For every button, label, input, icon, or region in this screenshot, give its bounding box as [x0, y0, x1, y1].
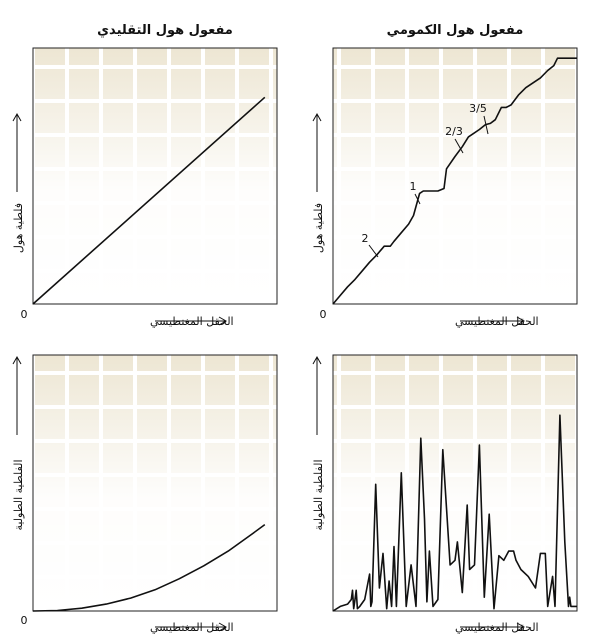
plateau-label-3-5: 3/5 [469, 102, 487, 115]
y-axis-arrow [12, 112, 22, 192]
x-axis-arrow [155, 316, 228, 326]
plateau-label-1: 1 [410, 180, 417, 193]
panel-quantum-longitudinal-voltage: الحقل المغنطيسي الفلطية الطولية [312, 354, 578, 634]
y-axis-label: الفلطية الطولية [12, 459, 25, 530]
panel-classical-hall-voltage: مفعول هول التقليدي 0 الحقل المغنطيسي فلط… [12, 23, 278, 328]
y-axis-arrow [312, 355, 322, 435]
panel-quantum-hall-voltage: مفعول هول الكمومي 0 الحقل المغنطيسي فلطي… [312, 23, 578, 328]
origin-label: 0 [320, 308, 327, 321]
plateau-label-2-3: 2/3 [445, 125, 463, 138]
y-axis-label: فلطية هول [12, 203, 25, 253]
y-axis-label: فلطية هول [312, 203, 325, 253]
y-axis-arrow [312, 112, 322, 192]
classical-longitudinal-voltage-curve [32, 523, 266, 612]
quantum-hall-voltage-curve [332, 57, 577, 305]
y-axis-arrow [12, 355, 22, 435]
x-axis-arrow [460, 622, 526, 632]
panel-classical-longitudinal-voltage: 0 الحقل المغنطيسي الفلطية الطولية [12, 354, 278, 634]
x-axis-arrow [460, 316, 526, 326]
x-axis-arrow [155, 622, 228, 632]
origin-label: 0 [21, 308, 28, 321]
quantum-longitudinal-voltage-curve [332, 414, 577, 612]
classical-hall-voltage-line [32, 96, 266, 305]
panel-title: مفعول هول الكمومي [387, 23, 524, 38]
y-axis-label: الفلطية الطولية [312, 459, 325, 530]
origin-label: 0 [21, 614, 28, 627]
panel-title: مفعول هول التقليدي [97, 23, 233, 38]
plateau-annotations: 1 2 2/3 3/5 [362, 102, 489, 258]
plateau-label-2: 2 [362, 232, 369, 245]
